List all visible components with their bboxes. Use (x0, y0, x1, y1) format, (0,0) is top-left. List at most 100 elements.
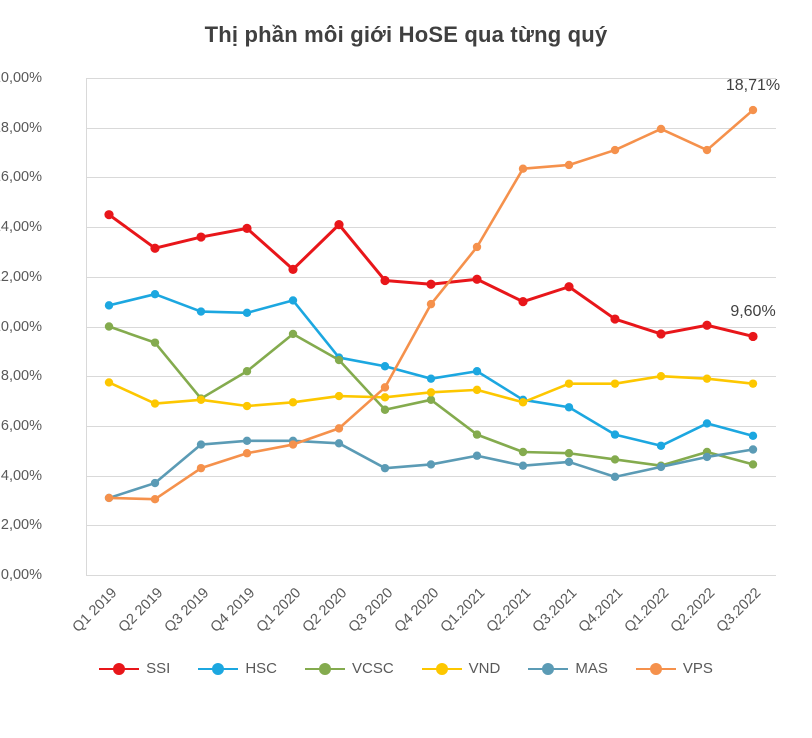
legend-dot-icon (649, 662, 662, 675)
data-point-mas (426, 460, 436, 469)
data-point-vnd (380, 393, 390, 402)
data-point-vcsc (564, 449, 574, 458)
legend-item-hsc[interactable]: HSC (198, 660, 277, 677)
data-point-vps (380, 383, 390, 392)
data-point-vcsc (334, 355, 344, 365)
y-tick-label: 20,00% (0, 70, 42, 86)
legend-dot-icon (318, 662, 331, 675)
series-line-mas (107, 439, 755, 500)
data-point-ssi (334, 220, 344, 230)
data-point-vnd (104, 378, 114, 387)
data-point-ssi (380, 275, 390, 286)
data-point-hsc (196, 307, 206, 316)
data-point-vnd (150, 399, 160, 408)
legend-label: SSI (146, 660, 171, 677)
data-point-hsc (748, 431, 758, 441)
series-lines (104, 105, 758, 504)
legend-item-vnd[interactable]: VND (421, 660, 501, 677)
data-point-mas (472, 451, 482, 460)
gridline (86, 475, 776, 477)
y-tick-label: 8,00% (0, 368, 42, 385)
legend-swatch-ssi (99, 661, 140, 677)
data-point-vnd (288, 398, 298, 407)
legend-item-ssi[interactable]: SSI (99, 660, 170, 677)
data-point-hsc (380, 362, 390, 371)
data-point-vnd (472, 385, 482, 395)
data-point-mas (656, 462, 666, 472)
data-point-vps (564, 160, 574, 170)
data-point-ssi (702, 320, 712, 330)
legend-item-vcsc[interactable]: VCSC (304, 660, 394, 677)
data-point-vps (104, 493, 114, 503)
data-point-vnd (196, 395, 206, 405)
data-point-hsc (472, 367, 482, 376)
y-tick-label: 18,00% (0, 119, 42, 136)
data-point-ssi (656, 329, 666, 339)
data-point-mas (748, 445, 758, 454)
data-point-vnd (748, 379, 758, 388)
data-label-ssi: 9,60% (730, 303, 776, 321)
gridline (86, 127, 776, 129)
gridline (86, 326, 776, 328)
series-line-hsc (107, 292, 755, 448)
data-point-ssi (196, 232, 206, 242)
data-point-vnd (334, 391, 344, 401)
data-point-vcsc (380, 405, 390, 414)
data-point-hsc (288, 296, 298, 305)
data-point-ssi (288, 264, 298, 274)
y-tick-label: 16,00% (0, 169, 42, 186)
gridline (86, 78, 776, 79)
data-point-vps (334, 424, 344, 433)
y-tick-label: 14,00% (0, 219, 42, 236)
data-point-ssi (564, 282, 574, 292)
data-point-hsc (564, 403, 574, 412)
gridline (86, 525, 776, 527)
data-point-ssi (426, 279, 436, 289)
data-point-vps (426, 299, 436, 309)
gridline (86, 425, 776, 427)
data-point-ssi (610, 314, 620, 324)
legend-dot-icon (113, 662, 126, 675)
data-point-vnd (656, 372, 666, 381)
data-point-mas (334, 439, 344, 448)
data-point-vps (150, 495, 160, 504)
data-point-vcsc (150, 338, 160, 347)
data-point-vcsc (242, 367, 252, 376)
data-point-mas (242, 436, 252, 446)
legend-swatch-vps (635, 661, 676, 677)
legend-label: VPS (682, 660, 713, 677)
series-line-ssi (107, 213, 755, 338)
data-point-hsc (702, 419, 712, 428)
legend-swatch-vcsc (304, 661, 345, 677)
y-tick-label: 4,00% (0, 467, 42, 484)
data-point-hsc (150, 289, 160, 299)
data-point-ssi (150, 243, 160, 253)
legend-label: VND (468, 660, 501, 677)
chart-container: Thị phần môi giới HoSE qua từng quý 0,00… (0, 22, 780, 677)
gridline (86, 227, 776, 229)
data-point-hsc (610, 430, 620, 439)
gridline (86, 276, 776, 278)
legend-swatch-mas (528, 661, 569, 677)
data-point-hsc (104, 301, 114, 310)
legend-item-vps[interactable]: VPS (635, 660, 713, 677)
legend-dot-icon (542, 662, 555, 675)
legend-item-mas[interactable]: MAS (528, 660, 608, 677)
data-point-ssi (748, 331, 758, 342)
data-point-vps (242, 449, 252, 458)
legend-dot-icon (435, 662, 448, 675)
data-point-mas (564, 457, 574, 467)
data-point-vps (472, 242, 482, 252)
data-point-mas (196, 440, 206, 449)
data-point-vps (288, 440, 298, 449)
gridline (86, 575, 776, 576)
data-point-vcsc (518, 447, 528, 457)
data-point-ssi (518, 297, 528, 307)
legend-dot-icon (212, 662, 225, 675)
data-point-mas (518, 461, 528, 470)
data-point-vcsc (748, 460, 758, 469)
chart-title: Thị phần môi giới HoSE qua từng quý (204, 22, 608, 47)
data-point-vcsc (426, 395, 436, 405)
data-point-vnd (702, 374, 712, 383)
data-point-mas (150, 478, 160, 488)
